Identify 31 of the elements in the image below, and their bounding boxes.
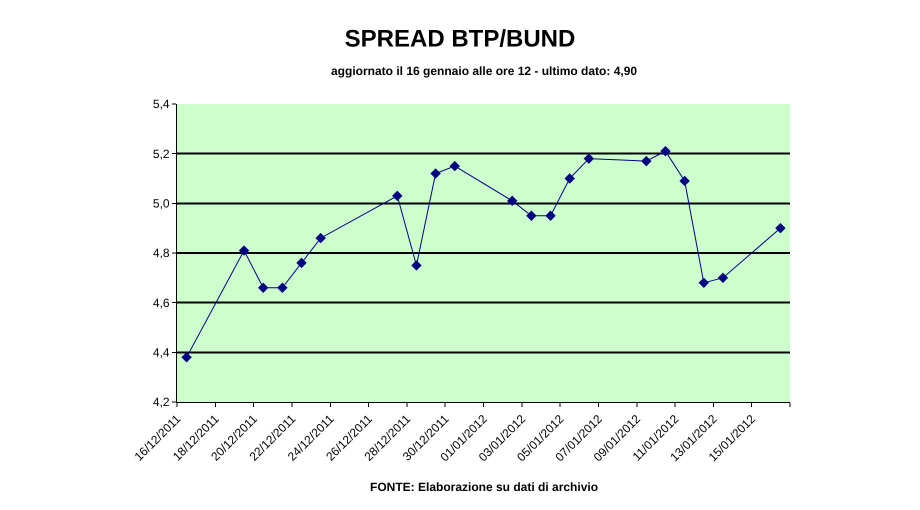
point bbox=[450, 160, 460, 172]
y-tick-label: 5,2 bbox=[152, 146, 170, 161]
chart-title: SPREAD BTP/BUND bbox=[344, 26, 576, 53]
point bbox=[181, 352, 192, 362]
point bbox=[277, 282, 288, 293]
point bbox=[258, 282, 268, 293]
chart-subtitle: aggiornato il 16 gennaio alle ore 12 - ultimo dato: 4,90 bbox=[331, 64, 638, 78]
point bbox=[392, 190, 402, 202]
y-tick-label: 4,2 bbox=[152, 395, 170, 410]
point bbox=[315, 232, 326, 244]
point bbox=[660, 146, 671, 156]
y-tick-label: 5,0 bbox=[152, 196, 170, 211]
point bbox=[718, 272, 728, 284]
y-tick-label: 4,6 bbox=[152, 296, 170, 310]
point bbox=[430, 168, 441, 179]
point bbox=[584, 153, 594, 164]
point bbox=[641, 156, 652, 166]
point bbox=[507, 196, 518, 206]
point bbox=[411, 260, 422, 271]
y-tick-label: 4,4 bbox=[152, 346, 170, 360]
point bbox=[698, 278, 709, 288]
point bbox=[564, 173, 575, 184]
point bbox=[238, 245, 250, 256]
y-tick-label: 5,4 bbox=[152, 97, 170, 112]
point bbox=[545, 210, 556, 221]
point bbox=[679, 176, 690, 186]
point bbox=[526, 210, 537, 221]
source-note: FONTE: Elaborazione su dati di archivio bbox=[370, 480, 598, 494]
point bbox=[775, 222, 786, 234]
y-tick-label: 4,8 bbox=[152, 246, 170, 260]
point bbox=[296, 258, 307, 268]
